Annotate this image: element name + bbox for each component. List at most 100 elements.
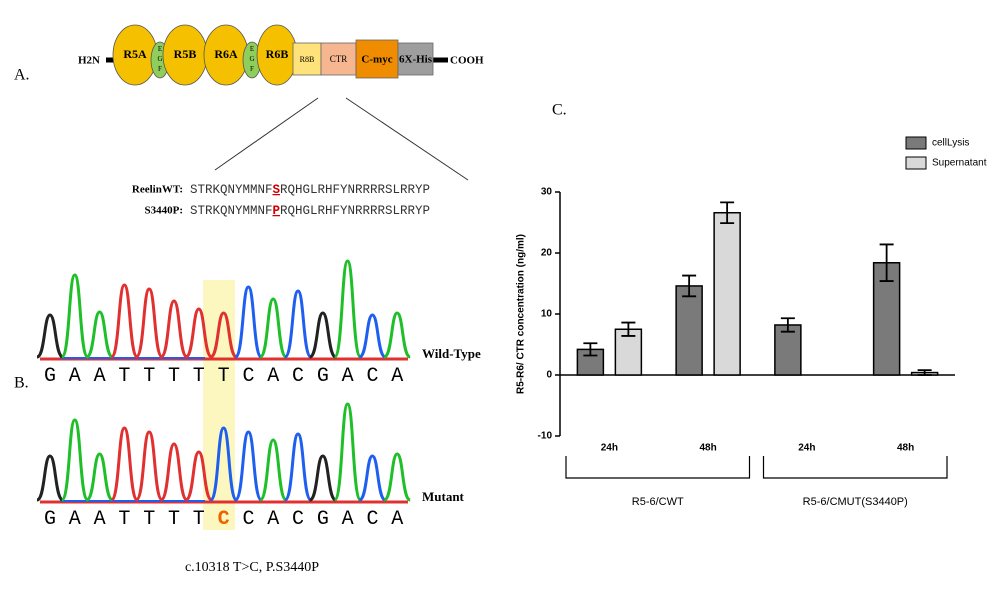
peak [60, 273, 90, 359]
domain-label: R6B [266, 47, 289, 61]
x-tick-label: 48h [700, 443, 717, 454]
peak [159, 299, 189, 359]
peak [109, 283, 139, 359]
peak [36, 454, 64, 502]
caption: c.10318 T>C, P.S3440P [185, 560, 319, 575]
trace-label: Wild-Type [422, 346, 481, 361]
domain-label: 6X-His [399, 54, 433, 66]
peak [85, 310, 114, 359]
sequence-name: S3440P: [145, 205, 184, 217]
sequence-part: STRKQNYMMNF [190, 183, 273, 197]
x-tick-label: 24h [798, 443, 815, 454]
sequence: STRKQNYMMNFPRQHGLRHFYNRRRRSLRRYP [190, 204, 430, 218]
peak [258, 297, 288, 359]
legend-swatch [905, 136, 927, 150]
peak [333, 259, 363, 359]
y-tick-label: 20 [541, 248, 553, 259]
error-bar [780, 317, 795, 333]
c-terminus: COOH [450, 55, 484, 67]
sequence-part: STRKQNYMMNF [190, 204, 273, 218]
legend-label: cellLysis [932, 138, 969, 149]
y-tick-label: -10 [538, 431, 553, 442]
panel-label: A. [14, 67, 30, 84]
group-bracket [762, 456, 948, 479]
panel-label: B. [14, 375, 29, 392]
n-terminus: H2N [78, 55, 100, 67]
mutation-base: C [218, 508, 243, 531]
y-axis-title: R5-R6/ CTR concentration (ng/ml) [516, 234, 527, 394]
peak [109, 426, 139, 502]
group-label: R5-6/CMUT(S3440P) [803, 496, 908, 508]
sequences: ReelinWT: STRKQNYMMNFSRQHGLRHFYNRRRRSLRRY… [132, 183, 430, 218]
error-bar [879, 243, 894, 282]
trace-label: Mutant [422, 489, 465, 504]
peak [333, 402, 363, 502]
mutation-site: S [273, 183, 281, 197]
bases: CACGACA [242, 508, 416, 531]
peak [60, 418, 90, 502]
domain-label: EGF [156, 45, 164, 75]
peak [308, 454, 337, 502]
peak [382, 452, 412, 502]
panel-label: C. [552, 102, 567, 119]
peak [159, 442, 189, 502]
sequence-part: RQHGLRHFYNRRRRSLRRYP [280, 183, 430, 197]
base-calls: GAATTTTTCACGACA [44, 365, 416, 388]
x-tick-label: 48h [897, 443, 914, 454]
bases: GAATTTT [44, 365, 218, 388]
error-bar [621, 321, 636, 337]
peak [233, 430, 263, 502]
domain-label: R5B [174, 47, 197, 61]
error-bar [917, 369, 932, 376]
sequence-name: ReelinWT: [132, 184, 183, 196]
peak [283, 289, 313, 359]
domain-label: EGF [248, 45, 256, 75]
peak [258, 438, 288, 502]
chromatograms: GAATTTTTCACGACAWild-TypeGAATTTTCCACGACAM… [36, 259, 481, 531]
y-tick-label: 10 [541, 309, 553, 320]
peak [209, 426, 239, 502]
peak [134, 287, 164, 359]
mutation-site: P [273, 204, 281, 218]
domain [397, 42, 434, 76]
legend-label: Supernatant [932, 158, 987, 169]
domain-label: R8B [300, 55, 315, 64]
sequence-part: RQHGLRHFYNRRRRSLRRYP [280, 204, 430, 218]
zoom-line [345, 97, 469, 181]
peak [233, 285, 263, 359]
peak [308, 311, 337, 359]
group-bracket [565, 456, 751, 479]
mutation-base: T [218, 365, 243, 388]
peak [209, 311, 238, 359]
peak [36, 313, 64, 359]
bases: GAATTTT [44, 508, 218, 531]
x-tick-label: 24h [601, 443, 618, 454]
y-tick-label: 0 [546, 370, 552, 381]
error-bar [720, 201, 735, 225]
y-tick-label: 30 [541, 187, 553, 198]
bar [675, 285, 703, 376]
peak [184, 450, 214, 502]
domain-label: C-myc [361, 54, 392, 66]
domain-label: R6A [214, 47, 238, 61]
domain-label: CTR [330, 54, 348, 64]
error-bar [682, 274, 697, 298]
zoom-line [214, 97, 319, 171]
peak [358, 313, 387, 359]
domain-label: R5A [123, 47, 147, 61]
domain [355, 39, 399, 79]
domains: R5A EGF R5B R6A EGF R6B R8B CTR C-myc 6X-His [112, 24, 434, 86]
bases: CACGACA [242, 365, 416, 388]
error-bar [583, 342, 598, 357]
bar [614, 328, 643, 376]
peak [184, 307, 214, 359]
peak [134, 430, 164, 502]
base-calls: GAATTTTCCACGACA [44, 508, 416, 531]
peak [283, 432, 313, 502]
group-label: R5-6/CWT [632, 496, 684, 508]
peak [85, 452, 115, 502]
peak [358, 454, 387, 502]
domain [292, 42, 322, 76]
sequence: STRKQNYMMNFSRQHGLRHFYNRRRRSLRRYP [190, 183, 430, 197]
